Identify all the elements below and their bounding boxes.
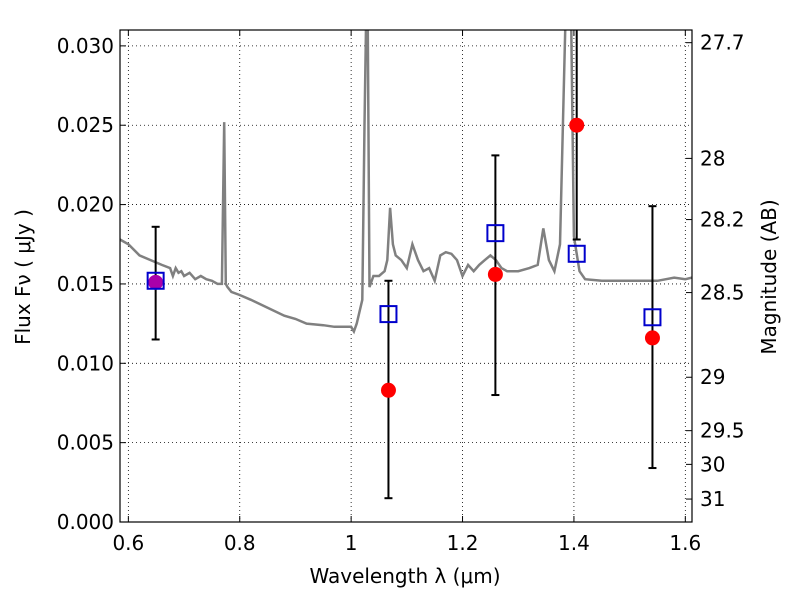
x-tick-label: 1.4 <box>558 531 590 555</box>
magnitude-tick-label: 31 <box>700 487 725 511</box>
x-tick-label: 1.6 <box>669 531 701 555</box>
model-flux-square <box>643 308 662 327</box>
y-tick-label: 0.015 <box>57 272 114 296</box>
x-tick-label: 1 <box>345 531 358 555</box>
observed-flux-point <box>487 266 503 282</box>
magnitude-tick-label: 30 <box>700 452 725 476</box>
magnitude-tick-label: 28 <box>700 146 725 170</box>
observed-flux-point <box>380 382 396 398</box>
x-tick-label: 0.6 <box>112 531 144 555</box>
observed-flux-point <box>148 274 164 290</box>
model-flux-square <box>146 271 165 290</box>
observed-flux-point <box>644 330 660 346</box>
axis-ticks: 0.6 0.8 1 1.2 1.4 1.6 0.000 0.005 0.010 0.015 0.02… <box>57 30 745 555</box>
x-tick-label: 1.2 <box>447 531 479 555</box>
y-tick-label: 0.025 <box>57 113 114 137</box>
y-tick-label: 0.010 <box>57 351 114 375</box>
magnitude-tick-label: 28.2 <box>700 208 745 232</box>
model-flux-square <box>567 244 586 263</box>
y-tick-label: 0.030 <box>57 34 114 58</box>
right-axis-label: Magnitude (AB) <box>757 199 781 354</box>
model-spectrum-line <box>120 30 692 335</box>
model-flux-square <box>486 224 505 243</box>
magnitude-tick-label: 27.7 <box>700 31 745 55</box>
grid-lines <box>120 30 692 523</box>
plot-frame <box>119 29 693 523</box>
y-tick-label: 0.000 <box>57 510 114 534</box>
x-tick-label: 0.8 <box>224 531 256 555</box>
y-tick-label: 0.020 <box>57 193 114 217</box>
magnitude-tick-label: 29 <box>700 365 725 389</box>
observed-flux-point <box>569 117 585 133</box>
magnitude-tick-label: 28.5 <box>700 281 745 305</box>
x-axis-label: Wavelength λ (μm) <box>309 564 500 588</box>
model-flux-square <box>379 305 398 324</box>
plot-area <box>120 30 692 500</box>
y-axis-label: Flux Fν ( μJy ) <box>11 209 35 345</box>
magnitude-tick-label: 29.5 <box>700 419 745 443</box>
y-tick-label: 0.005 <box>57 431 114 455</box>
